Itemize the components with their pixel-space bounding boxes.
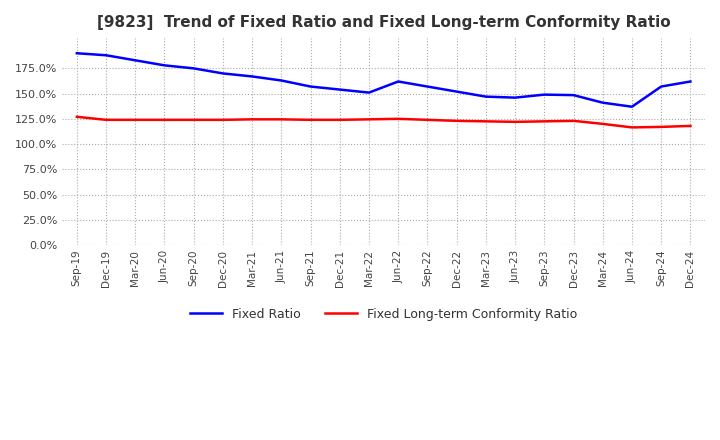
Fixed Long-term Conformity Ratio bbox=[336, 117, 344, 122]
Fixed Ratio bbox=[482, 94, 490, 99]
Line: Fixed Ratio: Fixed Ratio bbox=[77, 53, 690, 107]
Fixed Ratio bbox=[394, 79, 402, 84]
Fixed Long-term Conformity Ratio bbox=[570, 118, 578, 124]
Fixed Long-term Conformity Ratio bbox=[248, 117, 256, 122]
Fixed Long-term Conformity Ratio bbox=[306, 117, 315, 122]
Fixed Ratio bbox=[219, 71, 228, 76]
Fixed Ratio bbox=[248, 74, 256, 79]
Fixed Long-term Conformity Ratio bbox=[423, 117, 432, 122]
Fixed Long-term Conformity Ratio bbox=[277, 117, 286, 122]
Fixed Ratio bbox=[160, 63, 168, 68]
Line: Fixed Long-term Conformity Ratio: Fixed Long-term Conformity Ratio bbox=[77, 117, 690, 128]
Fixed Ratio bbox=[306, 84, 315, 89]
Fixed Long-term Conformity Ratio bbox=[189, 117, 198, 122]
Fixed Ratio bbox=[657, 84, 665, 89]
Fixed Ratio bbox=[131, 58, 140, 63]
Fixed Ratio bbox=[189, 66, 198, 71]
Fixed Long-term Conformity Ratio bbox=[73, 114, 81, 119]
Fixed Long-term Conformity Ratio bbox=[102, 117, 110, 122]
Fixed Ratio bbox=[452, 89, 461, 94]
Fixed Ratio bbox=[336, 87, 344, 92]
Fixed Long-term Conformity Ratio bbox=[657, 124, 665, 129]
Fixed Long-term Conformity Ratio bbox=[510, 119, 519, 125]
Fixed Ratio bbox=[628, 104, 636, 110]
Fixed Long-term Conformity Ratio bbox=[452, 118, 461, 124]
Fixed Long-term Conformity Ratio bbox=[686, 123, 695, 128]
Fixed Long-term Conformity Ratio bbox=[160, 117, 168, 122]
Fixed Long-term Conformity Ratio bbox=[394, 116, 402, 121]
Fixed Ratio bbox=[540, 92, 549, 97]
Fixed Long-term Conformity Ratio bbox=[598, 121, 607, 127]
Fixed Ratio bbox=[686, 79, 695, 84]
Fixed Ratio bbox=[365, 90, 374, 95]
Fixed Ratio bbox=[277, 78, 286, 83]
Fixed Long-term Conformity Ratio bbox=[540, 119, 549, 124]
Title: [9823]  Trend of Fixed Ratio and Fixed Long-term Conformity Ratio: [9823] Trend of Fixed Ratio and Fixed Lo… bbox=[96, 15, 670, 30]
Fixed Ratio bbox=[510, 95, 519, 100]
Fixed Ratio bbox=[598, 100, 607, 105]
Fixed Long-term Conformity Ratio bbox=[628, 125, 636, 130]
Fixed Long-term Conformity Ratio bbox=[131, 117, 140, 122]
Fixed Ratio bbox=[423, 84, 432, 89]
Fixed Ratio bbox=[73, 51, 81, 56]
Legend: Fixed Ratio, Fixed Long-term Conformity Ratio: Fixed Ratio, Fixed Long-term Conformity … bbox=[185, 303, 582, 326]
Fixed Long-term Conformity Ratio bbox=[482, 119, 490, 124]
Fixed Long-term Conformity Ratio bbox=[365, 117, 374, 122]
Fixed Ratio bbox=[570, 92, 578, 98]
Fixed Ratio bbox=[102, 53, 110, 58]
Fixed Long-term Conformity Ratio bbox=[219, 117, 228, 122]
